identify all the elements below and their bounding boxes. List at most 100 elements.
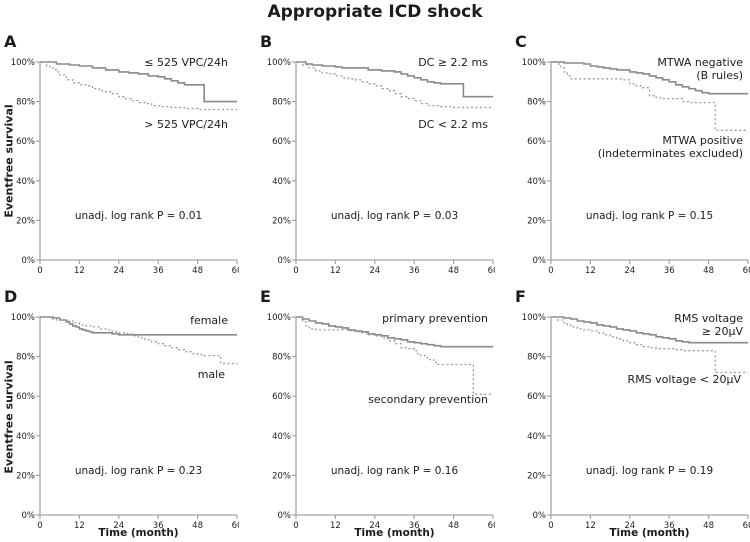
- y-tick-label: 40%: [527, 432, 546, 442]
- y-tick-label: 40%: [527, 177, 546, 187]
- panel-c-dashed-label: MTWA positive (indeterminates excluded): [597, 134, 743, 160]
- panel-a: A 0% 20% 40% 60% 80% 100% 0 12 24 36 48 60 ≤ 525 VP…: [0, 30, 239, 287]
- panel-e: E 0% 20% 40% 60% 80% 100% 0 12 24 36 48 60 primary …: [256, 285, 495, 542]
- y-tick-label: 20%: [16, 471, 35, 481]
- panel-b-plot: 0% 20% 40% 60% 80% 100% 0 12 24 36 48 60: [267, 58, 495, 276]
- x-tick-label: 48: [192, 521, 203, 531]
- y-tick-label: 60%: [272, 137, 291, 147]
- y-tick-label: 80%: [16, 98, 35, 108]
- panel-c-letter: C: [515, 32, 527, 51]
- series-solid-curve: [551, 61, 748, 95]
- x-tick-label: 36: [409, 266, 420, 276]
- series-dashed-curve: [40, 61, 237, 111]
- x-tick-label: 12: [74, 521, 85, 531]
- panel-f-x-axis-label: Time (month): [609, 527, 690, 539]
- series-dashed-curve: [551, 316, 748, 374]
- y-tick-label: 40%: [16, 177, 35, 187]
- panel-d: D 0% 20% 40% 60% 80% 100% 0 12 24 36 48 60 female m…: [0, 285, 239, 542]
- x-tick-label: 24: [113, 521, 124, 531]
- x-tick-label: 12: [330, 266, 341, 276]
- y-tick-label: 100%: [522, 58, 546, 68]
- x-tick-label: 48: [448, 521, 459, 531]
- y-tick-label: 80%: [527, 353, 546, 363]
- panel-a-pvalue: unadj. log rank P = 0.01: [74, 210, 203, 222]
- x-tick-label: 60: [743, 521, 750, 531]
- x-tick-label: 36: [153, 521, 164, 531]
- y-tick-label: 40%: [16, 432, 35, 442]
- series-solid-curve: [296, 316, 493, 348]
- axis-lines: [39, 317, 237, 516]
- y-tick-label: 100%: [522, 313, 546, 323]
- panel-b-dashed-label: DC < 2.2 ms: [418, 118, 488, 131]
- y-tick-label: 0%: [22, 511, 36, 521]
- panel-a-plot: 0% 20% 40% 60% 80% 100% 0 12 24 36 48 60: [11, 58, 239, 276]
- x-tick-label: 24: [624, 266, 635, 276]
- panel-b-solid-label: DC ≥ 2.2 ms: [418, 56, 488, 69]
- panel-c-solid-label: MTWA negative (B rules): [657, 56, 743, 82]
- panel-e-dashed-label: secondary prevention: [368, 393, 488, 406]
- y-tick-label: 100%: [11, 58, 35, 68]
- y-tick-label: 20%: [272, 471, 291, 481]
- x-tick-label: 48: [192, 266, 203, 276]
- panel-c: C 0% 20% 40% 60% 80% 100% 0 12 24 36 48 60 MTWA neg…: [511, 30, 750, 287]
- panel-e-pvalue: unadj. log rank P = 0.16: [330, 465, 459, 477]
- x-tick-label: 24: [369, 521, 380, 531]
- y-tick-label: 100%: [267, 58, 291, 68]
- panel-d-dashed-label: male: [197, 368, 225, 381]
- panel-b-pvalue: unadj. log rank P = 0.03: [330, 210, 459, 222]
- x-tick-label: 36: [664, 266, 675, 276]
- y-tick-label: 20%: [16, 216, 35, 226]
- panel-e-plot: 0% 20% 40% 60% 80% 100% 0 12 24 36 48 60: [267, 313, 495, 531]
- series-solid-curve: [296, 61, 493, 98]
- panel-f-dashed-label: RMS voltage < 20μV: [627, 373, 741, 386]
- x-tick-label: 0: [293, 266, 298, 276]
- panel-f-letter: F: [515, 287, 526, 306]
- panel-d-solid-label: female: [190, 314, 228, 327]
- panel-b-letter: B: [260, 32, 273, 51]
- panel-e-solid-label: primary prevention: [382, 312, 488, 325]
- x-tick-label: 24: [369, 266, 380, 276]
- y-tick-label: 60%: [16, 137, 35, 147]
- series-solid-curve: [551, 316, 748, 344]
- panel-d-x-axis-label: Time (month): [98, 527, 179, 539]
- x-tick-label: 0: [37, 521, 42, 531]
- x-tick-label: 60: [743, 266, 750, 276]
- x-tick-label: 0: [548, 521, 553, 531]
- y-tick-label: 0%: [22, 256, 36, 266]
- y-tick-label: 20%: [527, 471, 546, 481]
- y-tick-label: 80%: [272, 353, 291, 363]
- series-dashed-curve: [551, 61, 748, 131]
- series-dashed-curve: [296, 316, 493, 395]
- x-tick-label: 36: [409, 521, 420, 531]
- panel-b: B 0% 20% 40% 60% 80% 100% 0 12 24 36 48 60 DC ≥ 2.2…: [256, 30, 495, 287]
- panel-a-dashed-label: > 525 VPC/24h: [144, 118, 228, 131]
- x-tick-label: 48: [703, 521, 714, 531]
- x-tick-label: 12: [585, 266, 596, 276]
- x-tick-label: 0: [37, 266, 42, 276]
- panel-e-x-axis-label: Time (month): [354, 527, 435, 539]
- y-tick-label: 0%: [533, 511, 547, 521]
- panel-a-solid-label: ≤ 525 VPC/24h: [144, 56, 228, 69]
- series-solid-curve: [40, 61, 237, 103]
- x-tick-label: 60: [232, 521, 239, 531]
- y-tick-label: 60%: [272, 392, 291, 402]
- series-solid-curve: [40, 316, 237, 336]
- x-tick-label: 24: [624, 521, 635, 531]
- panel-d-pvalue: unadj. log rank P = 0.23: [74, 465, 203, 477]
- axis-lines: [39, 62, 237, 261]
- y-tick-label: 60%: [527, 137, 546, 147]
- x-tick-label: 60: [488, 266, 495, 276]
- y-tick-label: 80%: [16, 353, 35, 363]
- y-tick-label: 20%: [272, 216, 291, 226]
- y-tick-label: 80%: [527, 98, 546, 108]
- panel-f-pvalue: unadj. log rank P = 0.19: [585, 465, 714, 477]
- x-tick-label: 24: [113, 266, 124, 276]
- panel-e-letter: E: [260, 287, 271, 306]
- x-tick-label: 12: [330, 521, 341, 531]
- x-tick-label: 48: [448, 266, 459, 276]
- x-tick-label: 12: [74, 266, 85, 276]
- series-dashed-curve: [40, 316, 238, 365]
- y-tick-label: 0%: [278, 511, 292, 521]
- y-tick-label: 0%: [533, 256, 547, 266]
